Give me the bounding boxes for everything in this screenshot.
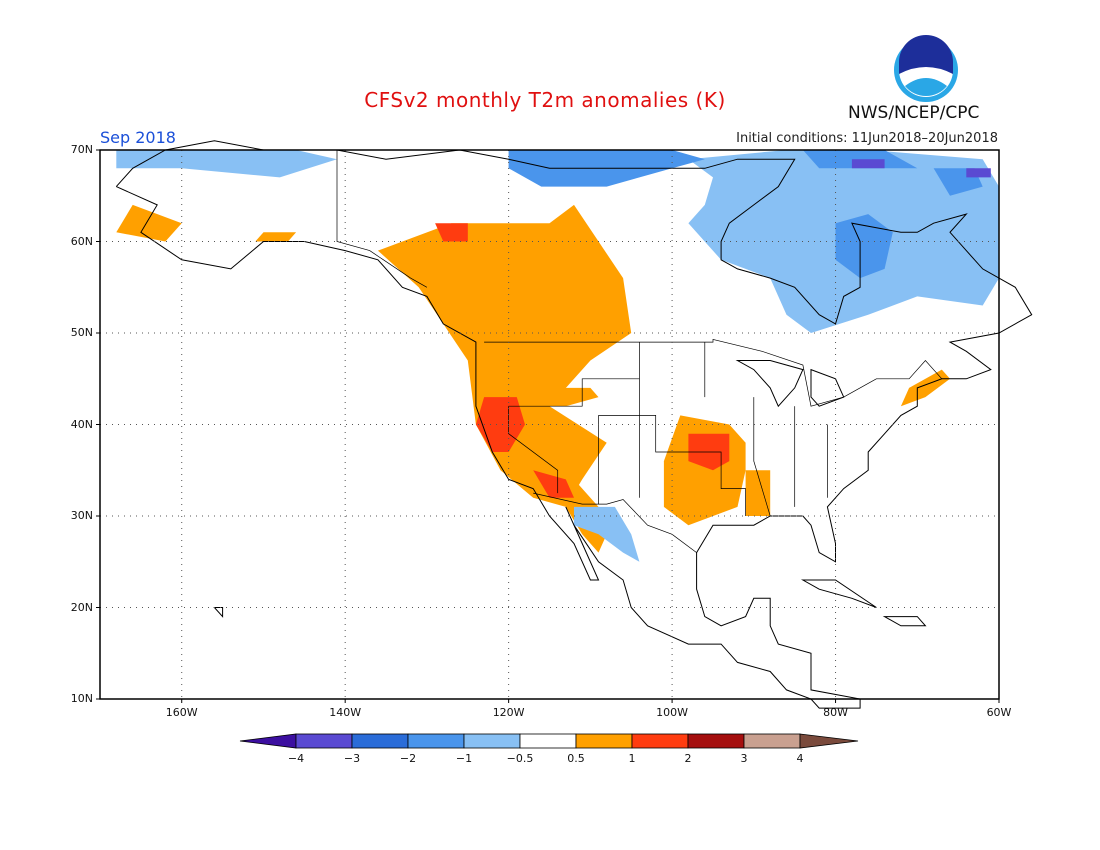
colorbar-label: −2	[399, 752, 417, 765]
colorbar-segment	[631, 733, 689, 749]
colorbar-segment	[295, 733, 353, 749]
anomaly-region	[663, 415, 746, 526]
border-line	[753, 397, 771, 517]
land-outline	[213, 607, 224, 618]
map-frame	[99, 149, 1000, 700]
land-outline	[800, 579, 877, 608]
land-outline	[882, 616, 927, 627]
colorbar-segment	[575, 733, 633, 749]
border-line	[336, 150, 428, 288]
noaa-logo	[894, 35, 958, 102]
latitude-label: 20N	[70, 600, 93, 614]
anomaly-region	[377, 204, 632, 507]
latitude-label: 30N	[70, 509, 93, 522]
anomaly-region	[802, 150, 918, 169]
colorbar-max-arrow	[799, 733, 859, 749]
anomaly-region	[835, 214, 893, 279]
anomaly-region	[435, 223, 468, 242]
map-title: CFSv2 monthly T2m anomalies (K)	[364, 88, 726, 112]
longitude-label: 140W	[329, 706, 362, 719]
anomaly-region	[475, 397, 525, 452]
agency-label: NWS/NCEP/CPC	[848, 103, 980, 123]
longitude-label: 60W	[986, 706, 1012, 719]
anomaly-region	[533, 470, 574, 498]
anomaly-region	[745, 470, 771, 516]
anomaly-region	[851, 159, 885, 169]
colorbar-label: −0.5	[506, 752, 534, 765]
colorbar-label: 4	[796, 752, 804, 765]
colorbar-label: −1	[455, 752, 473, 765]
latitude-label: 10N	[70, 692, 93, 705]
latitude-label: 60N	[70, 234, 93, 248]
colorbar-segment	[407, 733, 465, 749]
anomaly-region	[966, 168, 991, 178]
border-line	[508, 406, 559, 494]
latitude-label: 70N	[70, 143, 93, 156]
colorbar	[239, 733, 859, 749]
anomaly-region	[116, 204, 182, 242]
anomaly-region	[574, 506, 640, 562]
anomaly-region	[116, 150, 337, 178]
border-line	[508, 342, 640, 407]
forecast-period: Sep 2018	[100, 128, 176, 147]
border-line	[484, 338, 943, 407]
longitude-label: 160W	[165, 706, 198, 719]
anomaly-region	[516, 387, 599, 407]
colorbar-label: 0.5	[567, 752, 585, 765]
colorbar-segment	[463, 733, 521, 749]
colorbar-segment	[687, 733, 745, 749]
coastline	[115, 140, 1033, 709]
latitude-label: 40N	[70, 417, 93, 431]
colorbar-label: 3	[740, 752, 748, 765]
longitude-label: 120W	[492, 706, 525, 719]
anomaly-region	[255, 232, 297, 242]
colorbar-label: 2	[684, 752, 692, 765]
land-outline	[735, 360, 804, 408]
colorbar-label: −4	[287, 752, 305, 765]
border-line	[598, 415, 746, 516]
initial-conditions: Initial conditions: 11Jun2018–20Jun2018	[736, 131, 998, 146]
land-outline	[810, 368, 845, 407]
colorbar-segment	[743, 733, 801, 749]
colorbar-label: −3	[343, 752, 361, 765]
colorbar-segment	[519, 733, 577, 749]
colorbar-segment	[351, 733, 409, 749]
colorbar-label: 1	[628, 752, 636, 765]
longitude-label: 80W	[823, 706, 848, 719]
anomaly-region	[900, 369, 950, 407]
colorbar-min-arrow	[239, 733, 297, 749]
longitude-label: 100W	[656, 706, 689, 719]
latitude-label: 50N	[70, 326, 93, 339]
